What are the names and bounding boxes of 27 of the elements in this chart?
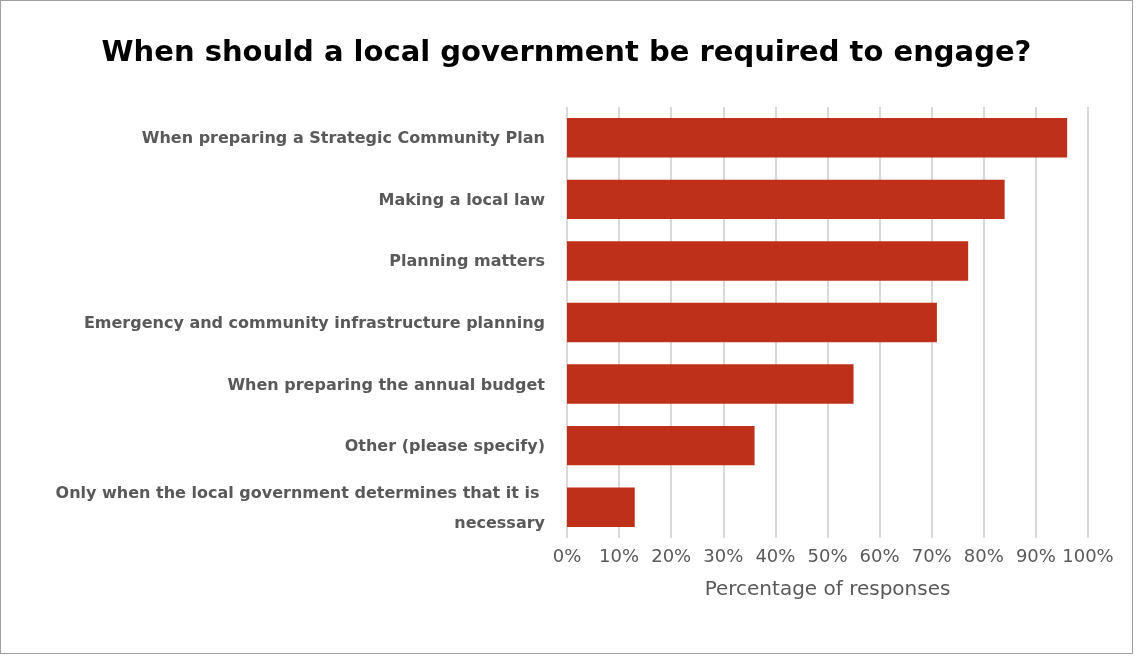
- x-tick-label: 50%: [807, 544, 848, 566]
- x-tick-label: 20%: [651, 544, 692, 566]
- x-axis-title: Percentage of responses: [704, 576, 951, 600]
- y-tick-label: Emergency and community infrastructure planning: [83, 313, 545, 332]
- x-tick-label: 100%: [1062, 544, 1114, 566]
- bar: [567, 364, 854, 404]
- bar: [567, 118, 1068, 158]
- x-tick-label: 10%: [599, 544, 640, 566]
- bar: [567, 487, 635, 527]
- x-tick-label: 60%: [859, 544, 900, 566]
- chart-title: When should a local government be required to engage?: [101, 33, 1032, 68]
- bar: [567, 425, 755, 466]
- bar: [567, 179, 1005, 220]
- x-tick-label: 90%: [1015, 544, 1056, 566]
- x-tick-label: 80%: [963, 544, 1004, 566]
- y-tick-label: Making a local law: [378, 189, 546, 209]
- bar: [567, 302, 937, 343]
- y-tick-label: When preparing a Strategic Community Plan: [141, 128, 545, 148]
- y-tick-label: Other (please specify): [344, 436, 545, 456]
- x-tick-label: 40%: [755, 544, 796, 566]
- y-tick-label: Planning matters: [389, 251, 545, 271]
- y-tick-label: When preparing the annual budget: [227, 374, 546, 394]
- x-tick-label: 70%: [911, 544, 952, 566]
- x-tick-label: 0%: [552, 544, 582, 566]
- bar: [567, 241, 969, 281]
- x-tick-label: 30%: [703, 544, 744, 566]
- y-tick-label: Only when the local government determines that it is necessary: [55, 482, 546, 532]
